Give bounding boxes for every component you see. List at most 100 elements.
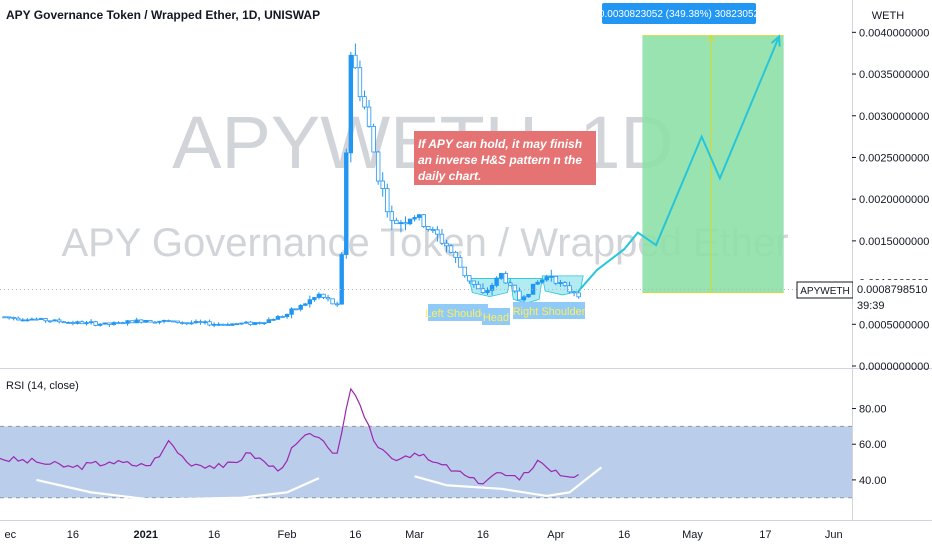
candle-body bbox=[476, 283, 481, 290]
candle-body bbox=[166, 320, 171, 322]
candle-body bbox=[435, 229, 440, 235]
candle-body bbox=[157, 320, 162, 323]
candle-body bbox=[216, 323, 221, 326]
left-shoulder-label-bg[interactable] bbox=[428, 304, 488, 321]
candle-body bbox=[394, 219, 399, 225]
candle-body bbox=[416, 214, 422, 218]
candle-body bbox=[16, 317, 21, 321]
rsi-band bbox=[0, 426, 852, 498]
candle-body bbox=[426, 226, 431, 230]
last-price-symbol: APYWETH bbox=[800, 286, 849, 297]
candle-body bbox=[371, 125, 376, 153]
candle-body bbox=[334, 303, 340, 306]
candle-body bbox=[357, 67, 363, 98]
candle-body bbox=[139, 319, 144, 323]
candle-body bbox=[38, 318, 44, 320]
candle-body bbox=[293, 308, 299, 311]
chart-title: APY Governance Token / Wrapped Ether, 1D… bbox=[6, 8, 320, 22]
annotation-box[interactable] bbox=[414, 131, 596, 185]
time-tick-label: Jun bbox=[825, 529, 843, 541]
candle-body bbox=[11, 316, 16, 319]
candle-body bbox=[380, 180, 385, 190]
candle-body bbox=[230, 323, 235, 326]
candle-body bbox=[57, 319, 62, 323]
candle-body bbox=[503, 273, 508, 284]
candle-body bbox=[558, 282, 563, 284]
target-badge-text: 0.0030823052 (349.38%) 30823052 bbox=[599, 9, 760, 20]
measure-arrow bbox=[706, 34, 716, 43]
candle-body bbox=[471, 280, 477, 285]
price-tick-label: 0.0040000000 bbox=[859, 27, 929, 39]
candle-body bbox=[530, 283, 536, 295]
candle-body bbox=[193, 321, 199, 324]
time-tick-label: 16 bbox=[208, 529, 220, 541]
price-tick-label: 0.0000000000 bbox=[859, 361, 929, 373]
candle-body bbox=[98, 323, 103, 326]
candle-body bbox=[567, 285, 572, 293]
candle-body bbox=[34, 318, 39, 321]
candle-body bbox=[517, 290, 522, 301]
candle-body bbox=[29, 318, 35, 321]
candle-body bbox=[485, 290, 490, 294]
candle-body bbox=[225, 324, 231, 326]
projection-line bbox=[577, 36, 781, 292]
candle-body bbox=[75, 321, 80, 324]
candle-body bbox=[252, 322, 258, 325]
candle-body bbox=[553, 275, 559, 284]
candle-body bbox=[385, 188, 390, 213]
candle-body bbox=[207, 321, 212, 326]
candle-body bbox=[180, 322, 185, 324]
price-tick-label: 0.0015000000 bbox=[859, 236, 929, 248]
candle-body bbox=[535, 281, 540, 285]
pattern-zone bbox=[541, 275, 584, 296]
rsi-tick-label: 60.00 bbox=[859, 439, 887, 451]
candle-body bbox=[339, 254, 344, 305]
candle-body bbox=[70, 321, 76, 324]
rsi-label: RSI (14, close) bbox=[6, 380, 79, 392]
head-label-bg[interactable] bbox=[482, 308, 510, 325]
candle-body bbox=[2, 316, 7, 319]
candle-body bbox=[275, 316, 281, 320]
candle-body bbox=[257, 322, 262, 324]
time-tick-label: 17 bbox=[759, 529, 771, 541]
candle-body bbox=[576, 292, 581, 298]
time-tick-label: May bbox=[682, 529, 703, 541]
candle-body bbox=[521, 296, 527, 301]
candle-body bbox=[467, 275, 472, 282]
candle-body bbox=[79, 321, 85, 325]
price-tick-label: 0.0020000000 bbox=[859, 194, 929, 206]
candle-body bbox=[462, 266, 467, 277]
candle-body bbox=[175, 320, 180, 323]
candle-body bbox=[398, 222, 404, 225]
candle-body bbox=[262, 322, 267, 325]
candle-body bbox=[93, 321, 98, 326]
price-tick-label: 0.0005000000 bbox=[859, 319, 929, 331]
annotation-line-1: If APY can hold, it may finish bbox=[418, 137, 582, 151]
candle-body bbox=[448, 245, 454, 253]
right-shoulder-label-bg[interactable] bbox=[513, 302, 585, 319]
candle-body bbox=[544, 276, 549, 281]
time-tick-label: 2021 bbox=[134, 529, 158, 541]
candle-body bbox=[375, 151, 381, 182]
time-tick-label: ec bbox=[5, 529, 17, 541]
candle-body bbox=[189, 322, 194, 325]
candle-body bbox=[412, 217, 417, 220]
candle-body bbox=[234, 323, 240, 325]
time-tick-label: 16 bbox=[477, 529, 489, 541]
rsi-line bbox=[0, 387, 579, 485]
candle-body bbox=[239, 322, 244, 325]
candle-body bbox=[498, 273, 504, 279]
candle-body bbox=[298, 304, 303, 310]
pattern-zone bbox=[468, 278, 511, 298]
candle-body bbox=[25, 319, 30, 322]
left-shoulder-label: Left Shoulder bbox=[425, 308, 491, 320]
candle-body bbox=[107, 322, 112, 325]
candle-body bbox=[307, 299, 313, 305]
candle-body bbox=[389, 211, 395, 221]
candle-body bbox=[480, 288, 486, 294]
head-label: Head bbox=[483, 312, 509, 324]
candle-body bbox=[243, 321, 249, 324]
candle-body bbox=[125, 320, 130, 324]
annotation-line-3: daily chart. bbox=[418, 169, 481, 183]
